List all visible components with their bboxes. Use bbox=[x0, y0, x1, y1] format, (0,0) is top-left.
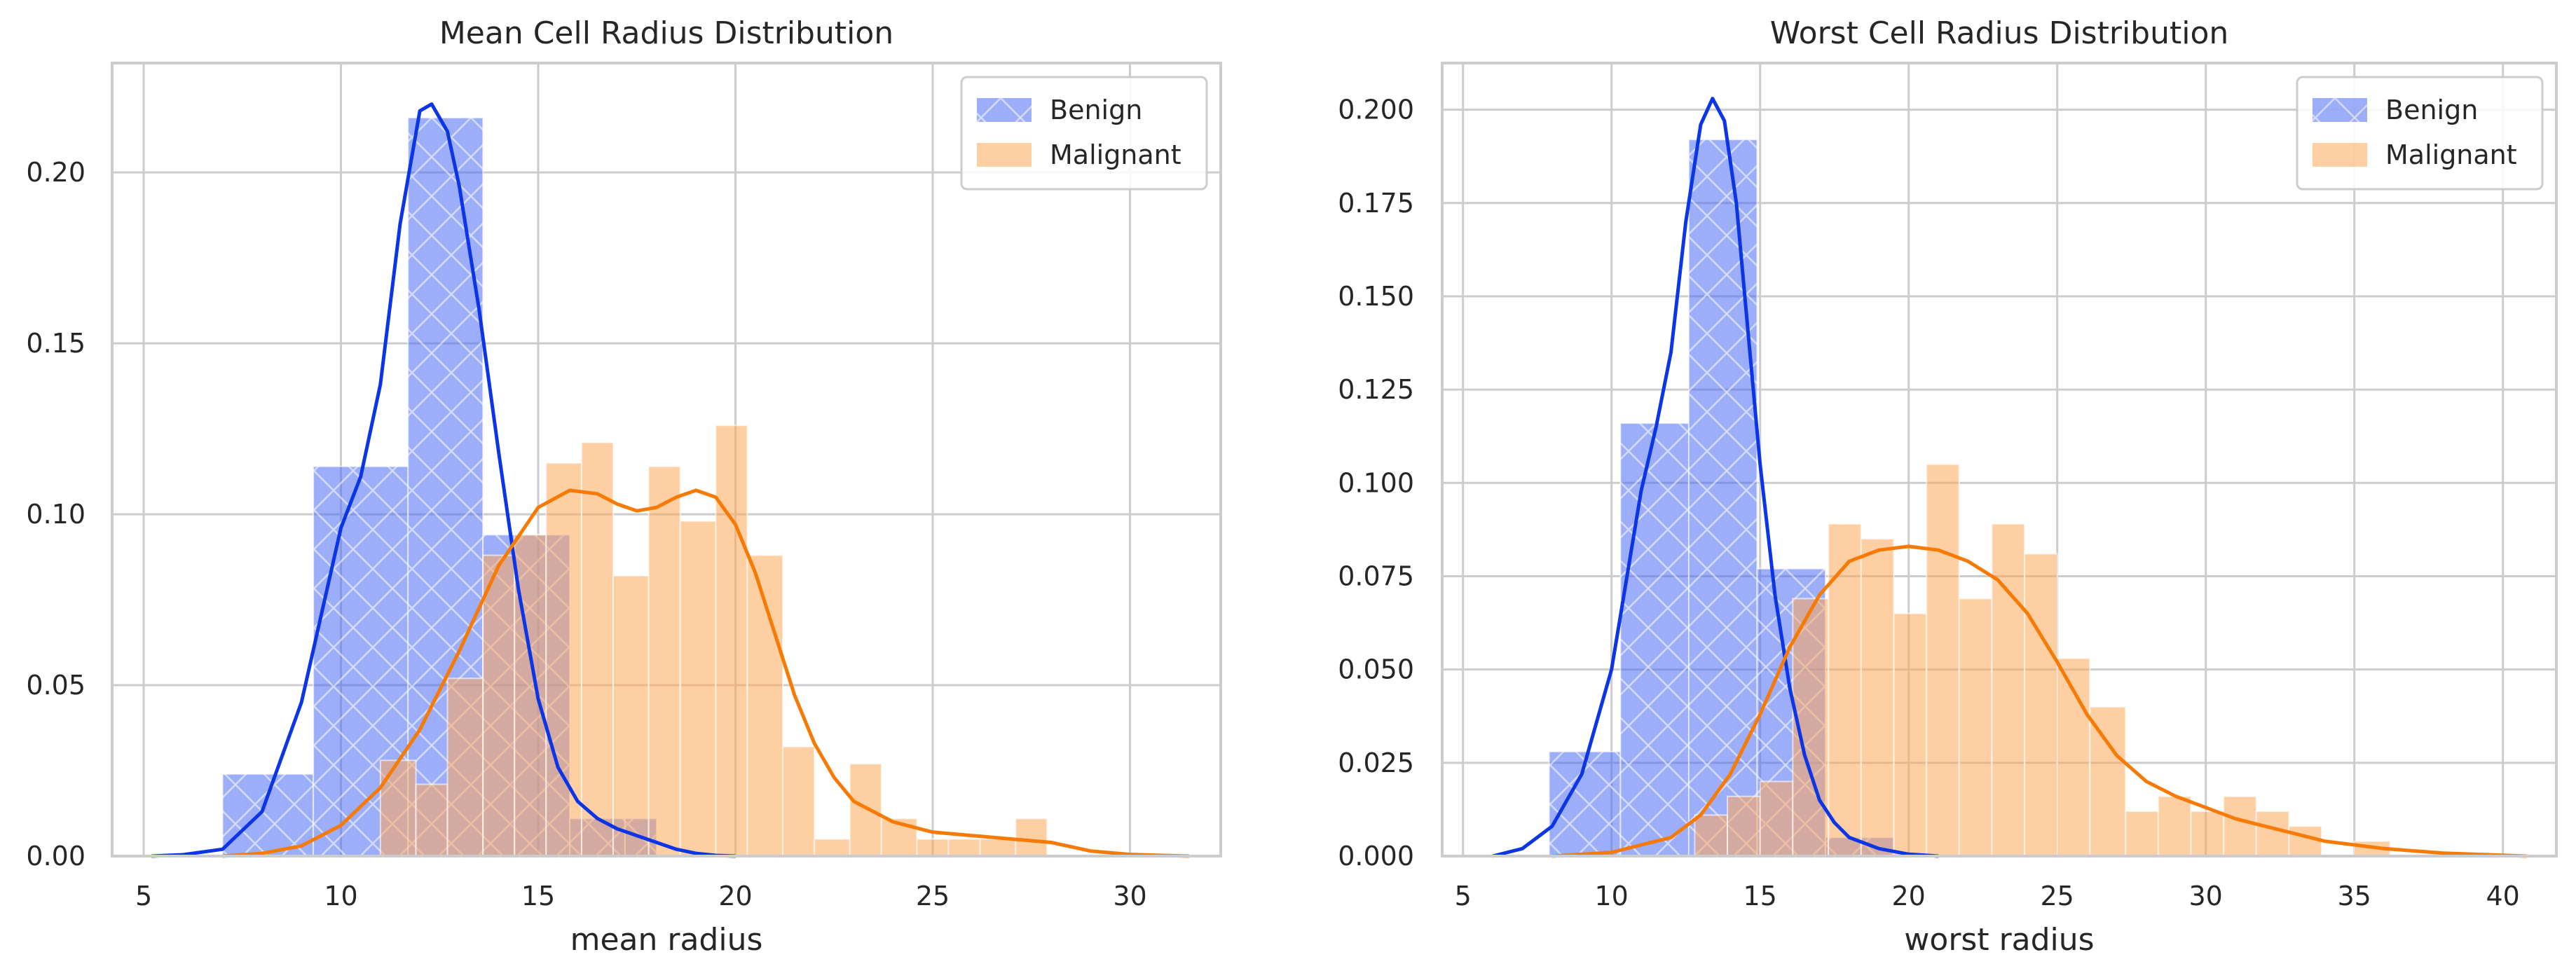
kde-curves bbox=[151, 102, 1190, 858]
y-tick-label: 0.000 bbox=[1338, 841, 1414, 872]
x-tick-label: 5 bbox=[1455, 881, 1472, 911]
y-tick-label: 0.20 bbox=[26, 157, 85, 188]
legend-swatch-benign-hatch bbox=[2313, 98, 2367, 122]
malignant-histogram-bar bbox=[379, 759, 417, 857]
benign-kde-curve bbox=[1492, 97, 1939, 858]
x-axis-label: mean radius bbox=[570, 922, 763, 958]
malignant-histogram-bar bbox=[2223, 795, 2257, 858]
malignant-histogram-bar bbox=[1893, 612, 1928, 857]
histogram-bars bbox=[221, 117, 1048, 858]
y-tick-label: 0.200 bbox=[1338, 95, 1414, 125]
benign-histogram-bar-hatch bbox=[1688, 139, 1758, 856]
legend-label-malignant: Malignant bbox=[1050, 139, 1181, 170]
y-tick-label: 0.05 bbox=[26, 670, 85, 701]
malignant-histogram-bar bbox=[916, 838, 950, 857]
y-tick-label: 0.175 bbox=[1338, 188, 1414, 219]
malignant-histogram-bar bbox=[1958, 598, 1993, 857]
y-tick-label: 0.075 bbox=[1338, 560, 1414, 591]
malignant-histogram-bar bbox=[2255, 811, 2290, 858]
malignant-histogram-bar bbox=[580, 441, 614, 857]
malignant-histogram-bar bbox=[715, 425, 748, 857]
y-tick-label: 0.100 bbox=[1338, 467, 1414, 498]
legend-swatch-benign-hatch bbox=[977, 98, 1032, 122]
legend-swatch-malignant bbox=[977, 143, 1032, 167]
malignant-histogram-bar bbox=[1727, 795, 1761, 858]
malignant-histogram-bar bbox=[1015, 818, 1048, 858]
malignant-histogram-bar bbox=[1759, 780, 1794, 858]
malignant-histogram-bar bbox=[1694, 814, 1729, 857]
x-tick-label: 30 bbox=[1113, 881, 1146, 911]
legend-label-benign: Benign bbox=[1050, 95, 1142, 125]
malignant-histogram-bar bbox=[782, 745, 816, 857]
legend-swatch-malignant bbox=[2313, 143, 2367, 167]
x-tick-label: 40 bbox=[2486, 881, 2520, 911]
y-tick-label: 0.125 bbox=[1338, 374, 1414, 405]
y-tick-label: 0.050 bbox=[1338, 654, 1414, 685]
malignant-histogram-bar bbox=[2288, 825, 2323, 858]
malignant-histogram-bar bbox=[2089, 705, 2127, 858]
y-tick-label: 0.00 bbox=[26, 841, 85, 872]
legend-box bbox=[960, 76, 1208, 191]
tick-labels: 5 10 15 20 25 30 35 40 0.000 0.025 0.050 0.075 0.100… bbox=[1338, 95, 2520, 911]
malignant-histogram-bar bbox=[1828, 523, 1862, 858]
malignant-histogram-bar bbox=[545, 462, 582, 857]
x-tick-label: 5 bbox=[135, 881, 152, 911]
legend-label-benign: Benign bbox=[2385, 95, 2478, 125]
benign-histogram-bar-hatch bbox=[1620, 423, 1689, 856]
x-tick-label: 25 bbox=[2041, 881, 2074, 911]
x-axis-label: worst radius bbox=[1904, 922, 2094, 958]
x-tick-label: 20 bbox=[1892, 881, 1926, 911]
malignant-histogram-bar bbox=[1991, 523, 2026, 858]
legend-label-malignant: Malignant bbox=[2385, 139, 2517, 170]
malignant-histogram-bar bbox=[612, 574, 650, 857]
malignant-histogram-bar bbox=[947, 838, 981, 857]
chart-title: Mean Cell Radius Distribution bbox=[439, 15, 893, 51]
legend-box bbox=[2296, 76, 2544, 191]
malignant-histogram-bar bbox=[482, 554, 516, 857]
x-tick-label: 30 bbox=[2189, 881, 2223, 911]
y-tick-label: 0.150 bbox=[1338, 281, 1414, 312]
y-tick-label: 0.10 bbox=[26, 499, 85, 530]
malignant-histogram-bar bbox=[1860, 538, 1895, 857]
x-tick-label: 15 bbox=[521, 881, 555, 911]
malignant-histogram-bar bbox=[2190, 811, 2225, 858]
legend: Benign Malignant bbox=[2296, 76, 2544, 191]
malignant-histogram-bar bbox=[2157, 795, 2192, 858]
y-tick-label: 0.15 bbox=[26, 328, 85, 359]
y-tick-label: 0.025 bbox=[1338, 748, 1414, 778]
malignant-histogram-bar bbox=[814, 838, 851, 857]
plot-frame bbox=[111, 62, 1222, 858]
tick-labels: 5 10 15 20 25 30 0.00 0.05 0.10 0.15 0.20 bbox=[26, 157, 1146, 911]
x-tick-label: 20 bbox=[718, 881, 752, 911]
worst-radius-chart: 5 10 15 20 25 30 35 40 0.000 0.025 0.050 0.075 0.100… bbox=[1338, 15, 2558, 958]
malignant-histogram-bar bbox=[679, 520, 717, 857]
benign-kde-curve bbox=[151, 102, 736, 858]
malignant-histogram-bar bbox=[1926, 463, 1960, 857]
x-tick-label: 10 bbox=[1595, 881, 1629, 911]
malignant-histogram-bar bbox=[849, 763, 882, 858]
chart-title: Worst Cell Radius Distribution bbox=[1770, 15, 2229, 51]
kde-curves bbox=[1492, 97, 2527, 858]
malignant-kde-curve bbox=[222, 488, 1190, 858]
malignant-histogram-bar bbox=[446, 677, 484, 858]
malignant-kde-curve bbox=[1551, 544, 2527, 858]
benign-histogram-bar-hatch bbox=[222, 773, 314, 856]
legend: Benign Malignant bbox=[960, 76, 1208, 191]
malignant-histogram-bar bbox=[648, 465, 681, 857]
plot-frame bbox=[1441, 62, 2558, 858]
mean-radius-chart: 5 10 15 20 25 30 0.00 0.05 0.10 0.15 0.20 Mean Cel… bbox=[26, 15, 1222, 958]
x-tick-label: 25 bbox=[916, 881, 950, 911]
malignant-histogram-bar bbox=[2024, 553, 2058, 857]
x-tick-label: 35 bbox=[2338, 881, 2371, 911]
x-tick-label: 15 bbox=[1743, 881, 1777, 911]
malignant-histogram-bar bbox=[415, 783, 448, 857]
malignant-histogram-bar bbox=[979, 838, 1017, 857]
malignant-histogram-bar bbox=[2125, 811, 2159, 858]
x-tick-label: 10 bbox=[324, 881, 357, 911]
